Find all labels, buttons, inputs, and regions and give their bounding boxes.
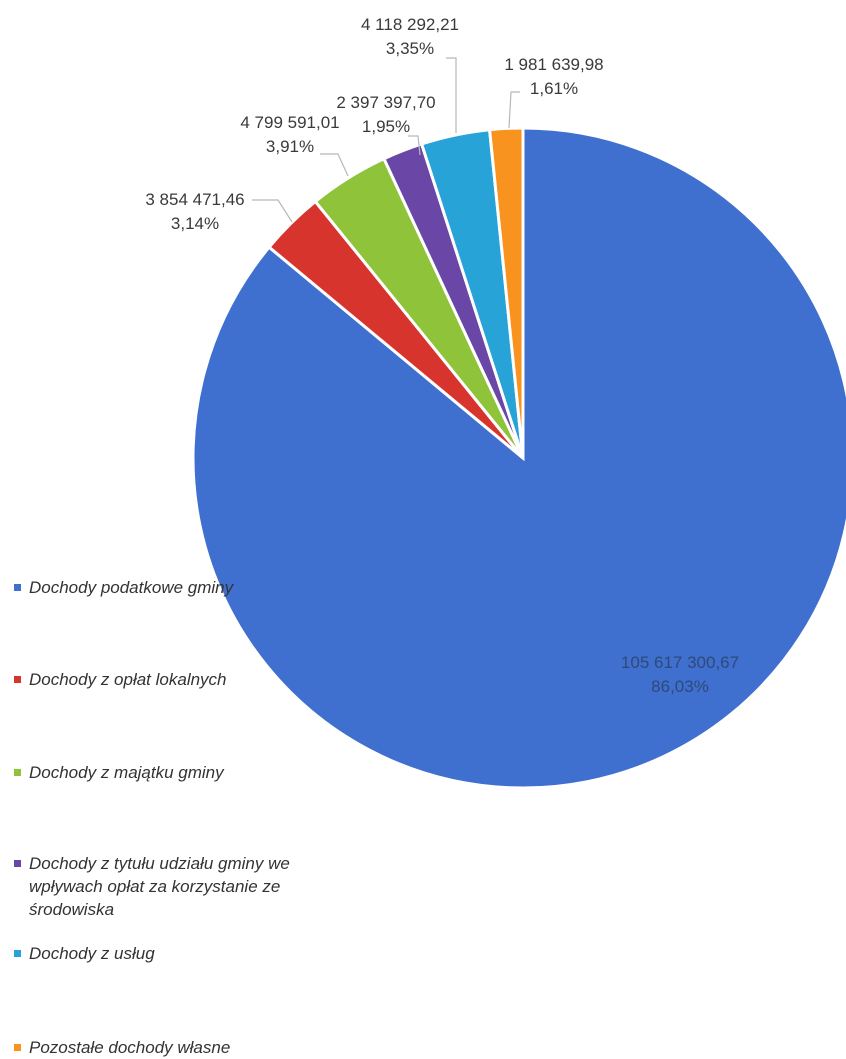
data-label-percent: 86,03% (651, 677, 709, 696)
legend-swatch (14, 1044, 21, 1051)
legend-label: Dochody z opłat lokalnych (29, 670, 227, 689)
data-label-percent: 1,95% (362, 117, 410, 136)
legend-swatch (14, 950, 21, 957)
data-label-value: 105 617 300,67 (621, 653, 739, 672)
data-labels: 105 617 300,67 86,03% 3 854 471,46 3,14% 4 7… (145, 15, 739, 696)
pie-slice (487, 126, 525, 459)
legend-item-majatek-gminy: Dochody z majątku gminy (14, 761, 359, 784)
legend-label: Dochody podatkowe gminy (29, 578, 234, 597)
data-label-value: 2 397 397,70 (336, 93, 435, 112)
legend-label: Pozostałe dochody własne (29, 1038, 231, 1057)
legend-label: Dochody z tytułu udziału gminy we wpływa… (29, 854, 290, 919)
pie-slice (191, 126, 846, 790)
leader-line (252, 199, 293, 223)
pie-slices (191, 126, 846, 790)
legend-item-oplaty-lokalne: Dochody z opłat lokalnych (14, 668, 359, 691)
legend-label: Dochody z usług (29, 944, 155, 963)
leader-line (446, 57, 457, 133)
legend-item-oplaty-srodowisko: Dochody z tytułu udziału gminy we wpływa… (14, 852, 359, 921)
leader-line (320, 153, 349, 177)
data-label-percent: 3,91% (266, 137, 314, 156)
legend-swatch (14, 860, 21, 867)
leader-lines (252, 57, 520, 223)
data-label-value: 1 981 639,98 (504, 55, 603, 74)
data-label-percent: 3,14% (171, 214, 219, 233)
data-label-percent: 3,35% (386, 39, 434, 58)
data-label-value: 4 799 591,01 (240, 113, 339, 132)
data-label-percent: 1,61% (530, 79, 578, 98)
leader-line (508, 91, 520, 129)
legend-swatch (14, 769, 21, 776)
legend-item-pozostale: Pozostałe dochody własne (14, 1036, 359, 1059)
legend-label: Dochody z majątku gminy (29, 763, 224, 782)
data-label-value: 4 118 292,21 (361, 15, 459, 34)
legend-swatch (14, 676, 21, 683)
data-label-value: 3 854 471,46 (145, 190, 244, 209)
legend-item-dochody-podatkowe: Dochody podatkowe gminy (14, 576, 359, 599)
leader-line (408, 135, 421, 156)
legend-item-uslugi: Dochody z usług (14, 942, 359, 965)
legend-swatch (14, 584, 21, 591)
